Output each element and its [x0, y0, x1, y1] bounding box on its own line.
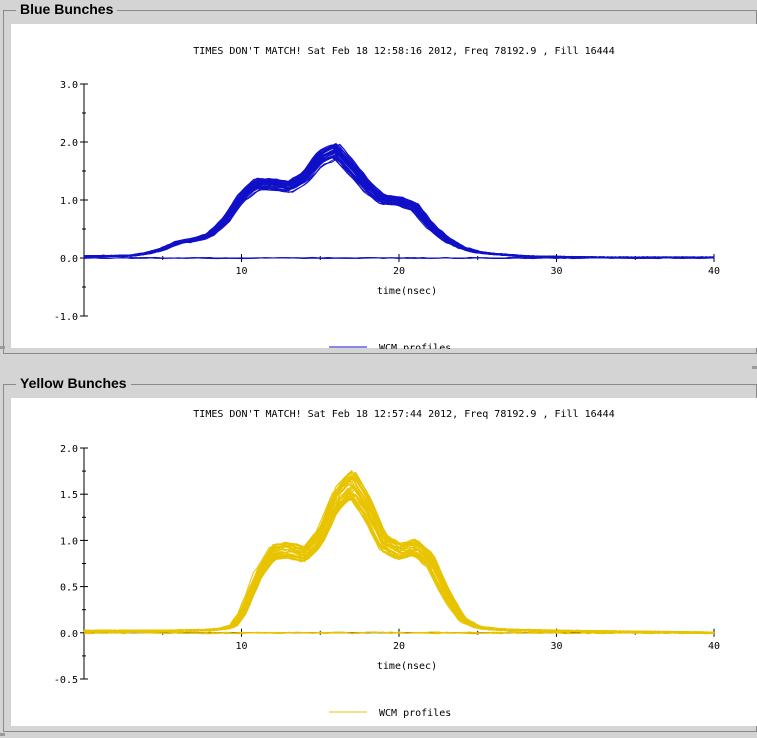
x-tick-label: 10: [235, 641, 247, 652]
profile-line: [83, 487, 715, 635]
legend-label: WCM profiles: [379, 708, 451, 719]
yellow-bunches-panel: Yellow Bunches TIMES DON'T MATCH! Sat Fe…: [3, 375, 757, 732]
y-tick-label: 0.0: [60, 629, 78, 640]
blue-bunches-chart: TIMES DON'T MATCH! Sat Feb 18 12:58:16 2…: [54, 46, 720, 349]
x-tick-label: 40: [708, 266, 720, 277]
panel-title: Yellow Bunches: [16, 375, 131, 391]
baseline-line: [83, 256, 715, 260]
x-tick-label: 30: [550, 266, 562, 277]
profile-line: [83, 495, 715, 634]
profile-line: [83, 487, 715, 634]
profile-line: [83, 474, 715, 634]
profile-line: [83, 491, 715, 635]
y-tick-label: 3.0: [60, 80, 78, 91]
blue-bunches-panel: Blue Bunches TIMES DON'T MATCH! Sat Feb …: [3, 1, 757, 354]
y-tick-label: 1.5: [60, 490, 78, 501]
y-tick-label: 1.0: [60, 536, 78, 547]
profile-line: [83, 473, 715, 634]
profile-line: [83, 154, 715, 259]
yellow-bunches-chart: TIMES DON'T MATCH! Sat Feb 18 12:57:44 2…: [54, 409, 720, 719]
profile-line: [83, 493, 715, 634]
x-tick-label: 20: [393, 266, 405, 277]
x-axis-label: time(nsec): [377, 286, 437, 297]
profile-line: [83, 492, 715, 634]
y-tick-label: -0.5: [54, 675, 78, 686]
profile-line: [83, 489, 715, 635]
profile-line: [84, 497, 715, 635]
profile-line: [83, 495, 715, 634]
baseline-line: [83, 631, 715, 635]
profile-line: [83, 486, 715, 635]
profile-line: [83, 492, 715, 635]
y-tick-label: 0.0: [60, 254, 78, 265]
profile-line: [83, 488, 715, 634]
chart-title: TIMES DON'T MATCH! Sat Feb 18 12:58:16 2…: [193, 46, 614, 57]
profile-line: [83, 494, 715, 634]
legend-label: WCM profiles: [379, 343, 451, 349]
profile-line: [83, 494, 714, 634]
profile-line: [83, 498, 715, 635]
panel-title: Blue Bunches: [16, 1, 118, 17]
series-wcm-profiles: [83, 142, 715, 260]
x-axis-label: time(nsec): [377, 661, 437, 672]
splitter-grip[interactable]: [752, 366, 757, 369]
plot-area: TIMES DON'T MATCH! Sat Feb 18 12:58:16 2…: [11, 24, 757, 349]
profile-line: [83, 498, 715, 634]
chart-title: TIMES DON'T MATCH! Sat Feb 18 12:57:44 2…: [193, 409, 614, 420]
splitter-grip[interactable]: [0, 733, 5, 736]
plot-area: TIMES DON'T MATCH! Sat Feb 18 12:57:44 2…: [11, 398, 757, 726]
x-tick-label: 10: [235, 266, 247, 277]
y-tick-label: 0.5: [60, 583, 78, 594]
y-tick-label: 2.0: [60, 138, 78, 149]
y-tick-label: 2.0: [60, 444, 78, 455]
y-tick-label: 1.0: [60, 196, 78, 207]
profile-line: [83, 499, 715, 634]
x-tick-label: 30: [550, 641, 562, 652]
series-wcm-profiles: [83, 469, 715, 635]
splitter-grip[interactable]: [0, 346, 5, 349]
x-tick-label: 40: [708, 641, 720, 652]
x-tick-label: 20: [393, 641, 405, 652]
profile-line: [83, 496, 715, 635]
y-tick-label: -1.0: [54, 312, 78, 323]
